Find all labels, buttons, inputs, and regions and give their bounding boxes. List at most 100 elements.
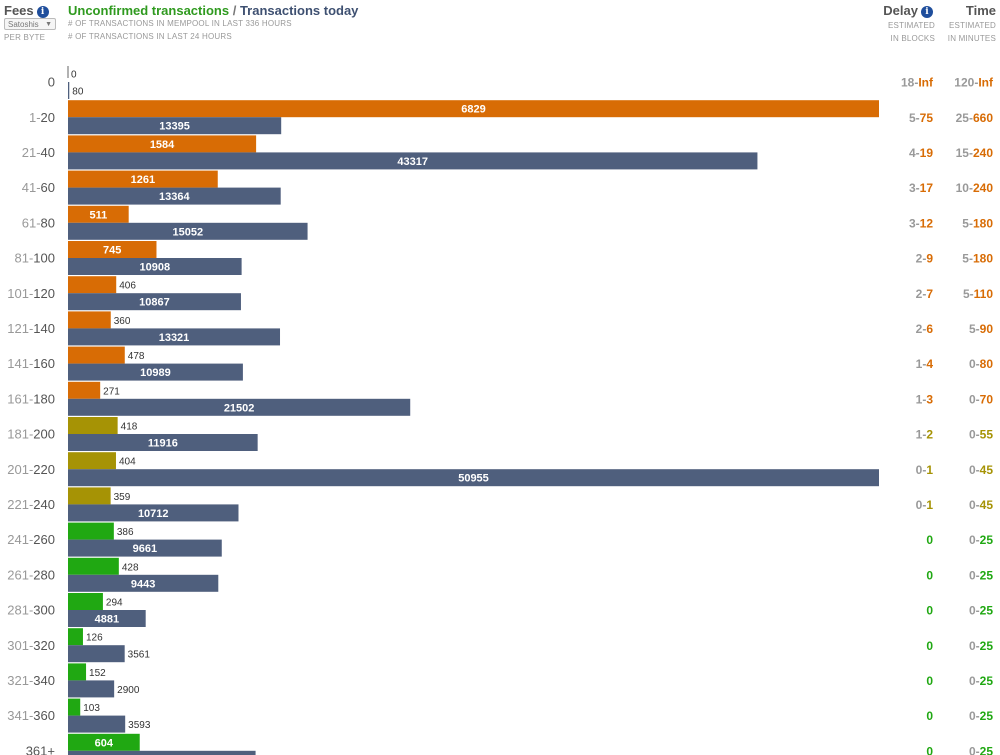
time-value: 0-25: [969, 744, 993, 755]
fee-range-label: 281-300: [7, 603, 55, 618]
unconfirmed-bar-label: 6829: [461, 104, 485, 116]
time-subtitle: ESTIMATED IN MINUTES: [948, 19, 996, 45]
today-bar-label: 10908: [140, 262, 171, 274]
subtitle-24h: # OF TRANSACTIONS IN LAST 24 HOURS: [68, 32, 232, 41]
unconfirmed-bar: [68, 698, 81, 716]
today-bar-label: 21502: [224, 402, 255, 414]
time-value: 0-25: [969, 604, 993, 618]
today-bar: [68, 258, 242, 275]
fee-range-label: 301-320: [7, 638, 55, 653]
today-bar-label: 3561: [128, 650, 151, 661]
time-value: 5-90: [969, 322, 993, 336]
unconfirmed-bar-label: 0: [71, 70, 77, 81]
unconfirmed-bar: [68, 241, 157, 258]
unconfirmed-bar-label: 404: [119, 457, 136, 468]
fee-range-label: 0: [48, 75, 55, 90]
fee-range-label: 341-360: [7, 708, 55, 723]
unconfirmed-bar: [68, 311, 111, 329]
time-value: 0-25: [969, 639, 993, 653]
unconfirmed-bar: [68, 557, 119, 575]
fee-range-label: 261-280: [7, 567, 55, 582]
delay-value: 2-6: [916, 322, 934, 336]
delay-value: 0-1: [916, 498, 934, 512]
today-bar-label: 4881: [95, 614, 119, 626]
subtitle-mempool: # OF TRANSACTIONS IN MEMPOOL IN LAST 336…: [68, 19, 292, 28]
today-bar-label: 50955: [458, 473, 489, 485]
unconfirmed-bar-label: 418: [121, 422, 138, 433]
unconfirmed-bar-label: 103: [83, 703, 100, 714]
delay-value: 3-17: [909, 181, 933, 195]
delay-value: 3-12: [909, 216, 933, 230]
today-bar: [68, 187, 281, 205]
delay-value: 18-Inf: [901, 76, 934, 90]
fee-range-label: 141-160: [7, 356, 55, 371]
unconfirmed-bar-label: 359: [114, 492, 131, 503]
time-value: 0-70: [969, 392, 993, 406]
unconfirmed-bar-label: 152: [89, 668, 106, 679]
unconfirmed-bar: [68, 733, 140, 751]
today-bar-label: 10989: [140, 367, 171, 379]
today-bar: [68, 539, 222, 557]
unconfirmed-bar: [68, 522, 114, 540]
time-value: 5-110: [963, 287, 993, 301]
today-bar: [68, 469, 879, 487]
unconfirmed-bar-label: 294: [106, 598, 123, 609]
chart-header: Fees i Satoshis ▼ PER BYTE Unconfirmed tr…: [0, 0, 1000, 56]
delay-sub2: IN BLOCKS: [890, 34, 935, 43]
time-value: 0-25: [969, 674, 993, 688]
today-bar-label: 2900: [117, 685, 140, 696]
today-bar-label: 9443: [131, 578, 155, 590]
fee-range-label: 161-180: [7, 391, 55, 406]
unconfirmed-bar-label: 428: [122, 562, 139, 573]
delay-value: 0: [926, 744, 933, 755]
unit-select[interactable]: Satoshis ▼: [4, 18, 56, 30]
delay-value: 0: [926, 604, 933, 618]
delay-header: Delay i: [883, 3, 933, 18]
fee-range-label: 121-140: [7, 321, 55, 336]
unconfirmed-bar: [68, 452, 116, 470]
today-bar-label: 13395: [159, 121, 190, 133]
unconfirmed-bar-label: 360: [114, 316, 131, 327]
today-bar: [68, 328, 281, 346]
delay-subtitle: ESTIMATED IN BLOCKS: [888, 19, 935, 45]
delay-value: 1-2: [916, 428, 934, 442]
fees-header: Fees i: [4, 3, 49, 18]
unconfirmed-bar-label: 1584: [150, 139, 175, 151]
delay-info-icon[interactable]: i: [921, 6, 933, 18]
delay-value: 0: [926, 533, 933, 547]
time-value: 0-25: [969, 568, 993, 582]
delay-value: 0: [926, 639, 933, 653]
delay-value: 4-19: [909, 146, 933, 160]
chevron-down-icon: ▼: [45, 21, 52, 28]
time-value: 0-45: [969, 498, 993, 512]
unconfirmed-bar: [68, 663, 87, 681]
time-value: 25-660: [956, 111, 994, 125]
today-bar-label: 10712: [138, 508, 169, 520]
today-bar: [68, 610, 146, 627]
time-value: 0-80: [969, 357, 993, 371]
time-value: 10-240: [956, 181, 994, 195]
time-value: 0-55: [969, 428, 993, 442]
today-bar-label: 15052: [172, 226, 203, 238]
fee-range-label: 361+: [26, 743, 55, 755]
today-bar: [68, 82, 70, 99]
delay-value: 5-75: [909, 111, 933, 125]
today-bar: [68, 152, 758, 170]
fees-info-icon[interactable]: i: [36, 6, 49, 18]
time-sub2: IN MINUTES: [947, 34, 996, 43]
fee-range-label: 221-240: [7, 497, 55, 512]
fee-range-label: 181-200: [7, 427, 55, 442]
unconfirmed-bar-label: 604: [95, 737, 114, 749]
fee-range-label: 241-260: [7, 532, 55, 547]
unconfirmed-bar: [68, 381, 101, 399]
fee-range-label: 21-40: [22, 145, 55, 160]
title-unconfirmed: Unconfirmed transactions: [68, 3, 230, 18]
unconfirmed-bar: [68, 205, 129, 223]
unconfirmed-bar: [68, 487, 111, 505]
unconfirmed-bar-label: 126: [86, 633, 103, 644]
time-value: 15-240: [956, 146, 994, 160]
time-label: Time: [965, 3, 996, 18]
today-bar-label: 3593: [128, 720, 151, 731]
title-today: Transactions today: [239, 3, 359, 18]
